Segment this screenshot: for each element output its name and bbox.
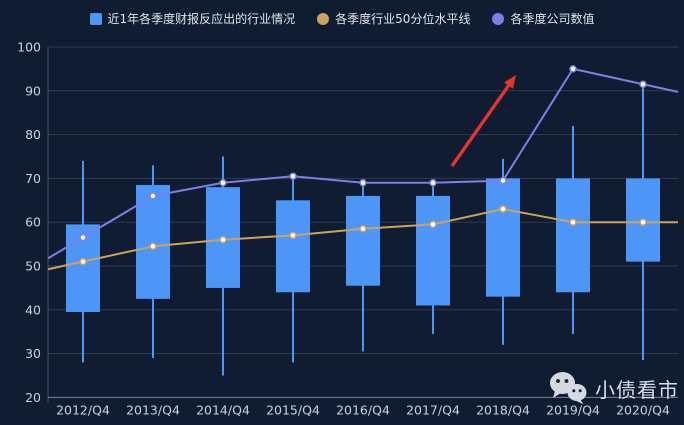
legend-item-company-value[interactable]: 各季度公司数值: [492, 10, 594, 27]
candlestick-series-marker: [89, 12, 102, 25]
data-point-dot: [569, 65, 577, 73]
candle-box: [486, 178, 520, 297]
x-axis-label: 2020/Q4: [616, 402, 670, 417]
data-point-dot: [639, 80, 647, 88]
data-point-dot: [289, 231, 297, 240]
legend-label: 各季度行业50分位水平线: [335, 12, 471, 26]
watermark-text: 小债看市: [595, 377, 679, 402]
data-point-dot: [149, 242, 157, 251]
candle-box: [416, 195, 450, 306]
data-point-dot: [79, 233, 87, 242]
candle-box: [556, 178, 590, 293]
y-axis-label: 30: [25, 346, 41, 361]
candle-box: [276, 200, 310, 293]
y-axis-label: 50: [25, 259, 41, 274]
data-point-dot: [429, 220, 437, 229]
legend-item-industry-range[interactable]: 近1年各季度财报反应出的行业情况: [89, 10, 296, 27]
y-axis-label: 40: [25, 302, 41, 317]
y-axis-label: 100: [17, 40, 41, 55]
trend-arrow-head: [504, 75, 516, 89]
company-line-marker: [492, 12, 505, 25]
x-axis-label: 2016/Q4: [336, 402, 390, 417]
y-axis-label: 90: [25, 83, 41, 98]
x-axis-label: 2013/Q4: [126, 402, 180, 417]
x-axis-label: 2015/Q4: [266, 402, 320, 417]
data-point-dot: [499, 176, 507, 185]
legend: 近1年各季度财报反应出的行业情况 各季度行业50分位水平线 各季度公司数值: [0, 10, 684, 27]
wechat-icon: [550, 372, 587, 405]
y-axis-label: 80: [25, 127, 41, 142]
x-axis-label: 2018/Q4: [476, 402, 530, 417]
x-axis-label: 2019/Q4: [546, 402, 600, 417]
x-axis-label: 2012/Q4: [56, 402, 110, 417]
y-axis-label: 60: [25, 215, 41, 230]
trend-arrow-shaft: [450, 84, 510, 167]
legend-item-50th-percentile[interactable]: 各季度行业50分位水平线: [317, 10, 470, 27]
x-axis-label: 2014/Q4: [196, 402, 250, 417]
watermark: 小债看市: [549, 371, 679, 405]
y-axis-label: 70: [25, 171, 41, 186]
data-point-dot: [499, 205, 507, 213]
legend-label: 近1年各季度财报反应出的行业情况: [107, 12, 296, 26]
y-axis-label: 20: [25, 390, 41, 405]
percentile-line-marker: [317, 12, 330, 25]
legend-label: 各季度公司数值: [510, 12, 595, 26]
data-point-dot: [359, 179, 367, 187]
candle-box: [346, 195, 380, 286]
data-point-dot: [359, 225, 367, 233]
data-point-dot: [219, 235, 227, 244]
data-point-dot: [639, 218, 647, 226]
data-point-dot: [289, 172, 297, 180]
data-point-dot: [219, 179, 227, 187]
data-point-dot: [429, 179, 437, 187]
data-point-dot: [569, 218, 577, 226]
data-point-dot: [79, 257, 87, 266]
x-axis-label: 2017/Q4: [406, 402, 460, 417]
candle-box: [136, 184, 170, 299]
data-point-dot: [149, 192, 157, 200]
